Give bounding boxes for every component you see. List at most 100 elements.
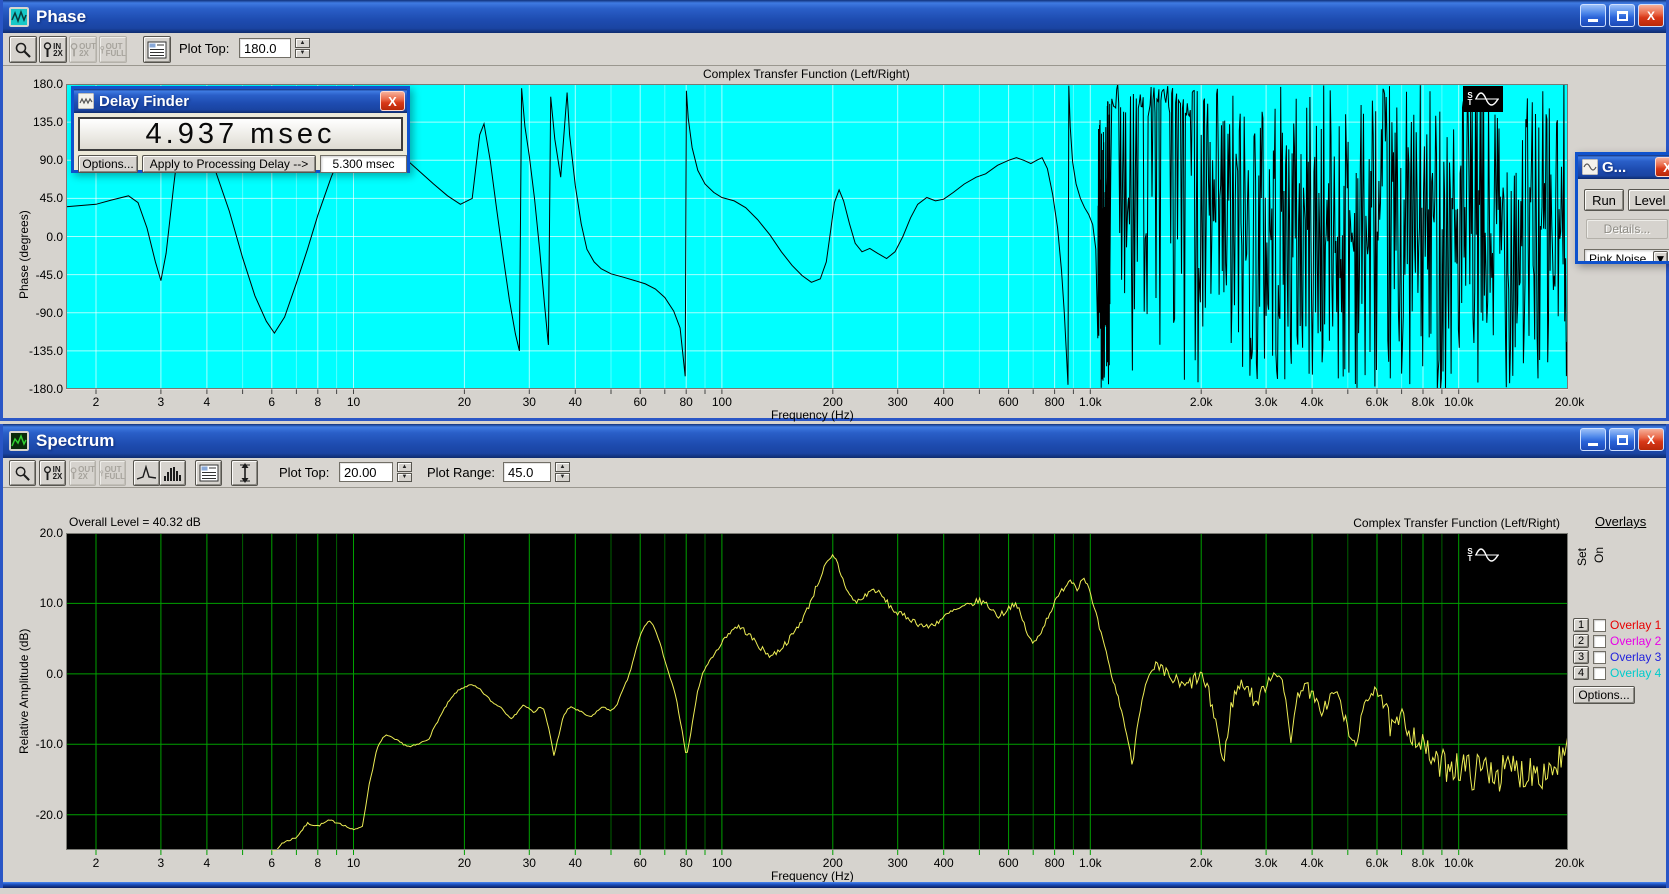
overlay-4-set-button[interactable]: 4 xyxy=(1573,666,1589,680)
zoom-in-2x-button[interactable]: IN 2X xyxy=(39,36,67,63)
close-button[interactable]: X xyxy=(1638,428,1664,451)
settings-panel-icon xyxy=(147,41,167,58)
generator-run-button[interactable]: Run xyxy=(1584,189,1624,211)
x-tick-label: 600 xyxy=(998,395,1019,409)
display-options-button[interactable] xyxy=(143,36,171,63)
overlay-1-set-button[interactable]: 1 xyxy=(1573,618,1589,632)
generator-level-button[interactable]: Level xyxy=(1628,189,1669,211)
y-tick-label: -90.0 xyxy=(35,305,63,320)
y-tick-label: -45.0 xyxy=(35,267,63,282)
x-tick-label: 1.0k xyxy=(1078,395,1102,409)
overlay-3-set-button[interactable]: 3 xyxy=(1573,650,1589,664)
zoom-button[interactable] xyxy=(9,460,36,486)
processing-delay-input[interactable]: 5.300 msec xyxy=(320,155,407,173)
plot-top-label: Plot Top: xyxy=(179,41,230,56)
dropdown-arrow-icon[interactable]: ▼ xyxy=(1653,251,1668,261)
x-tick-label: 600 xyxy=(998,856,1019,870)
plot-top-input[interactable]: 20.00 xyxy=(339,462,393,482)
x-tick-label: 200 xyxy=(822,856,843,870)
overlays-options-button[interactable]: Options... xyxy=(1573,686,1635,704)
x-tick-label: 100 xyxy=(711,856,732,870)
plot-range-input[interactable]: 45.0 xyxy=(503,462,551,482)
close-button[interactable]: X xyxy=(1638,4,1664,27)
x-tick-label: 30 xyxy=(522,856,536,870)
window-bottom-edge xyxy=(3,882,1666,888)
magnifier-icon xyxy=(43,465,51,480)
x-tick-label: 40 xyxy=(568,395,582,409)
delay-finder-dialog: Delay Finder X 4.937 msec Options... App… xyxy=(71,86,410,173)
x-axis-label: Frequency (Hz) xyxy=(771,408,854,422)
spectrum-window-icon xyxy=(9,431,29,451)
plot-top-spinner[interactable]: ▲ ▼ xyxy=(295,38,310,58)
overlays-heading: Overlays xyxy=(1595,514,1647,529)
phase-window-icon xyxy=(9,6,29,27)
amplitude-range-button[interactable] xyxy=(231,460,258,486)
phase-plot-canvas[interactable] xyxy=(66,84,1568,395)
x-axis-label: Frequency (Hz) xyxy=(771,869,854,883)
minimize-button[interactable] xyxy=(1580,4,1606,27)
y-tick-label: -135.0 xyxy=(28,343,63,358)
x-tick-label: 3.0k xyxy=(1254,395,1278,409)
phase-toolbar: IN 2X OUT 2X OUT FULL Plot Top: 180.0 ▲ ▼ xyxy=(3,33,1666,66)
rta-bars-button[interactable] xyxy=(159,460,186,486)
maximize-button[interactable] xyxy=(1609,4,1635,27)
spectrum-titlebar[interactable]: Spectrum X xyxy=(3,424,1666,458)
generator-close-icon[interactable]: X xyxy=(1655,157,1669,177)
x-tick-label: 4 xyxy=(203,395,211,409)
spectrum-mode-button[interactable] xyxy=(133,460,160,486)
x-tick-label: 10 xyxy=(346,856,361,870)
minimize-button[interactable] xyxy=(1580,428,1606,451)
phase-titlebar[interactable]: Phase X xyxy=(3,0,1666,33)
maximize-button[interactable] xyxy=(1609,428,1635,451)
display-options-button[interactable] xyxy=(195,460,222,486)
y-tick-label: -10.0 xyxy=(35,737,63,752)
zoom-in-2x-button[interactable]: IN 2X xyxy=(39,460,66,486)
overlay-3-on-checkbox[interactable] xyxy=(1593,650,1606,664)
magnifier-icon xyxy=(15,42,31,58)
spin-up-icon[interactable]: ▲ xyxy=(295,38,310,48)
spin-up-icon[interactable]: ▲ xyxy=(397,462,412,472)
overlay-2-set-button[interactable]: 2 xyxy=(1573,634,1589,648)
spin-up-icon[interactable]: ▲ xyxy=(555,462,570,472)
plot-top-spinner[interactable]: ▲ ▼ xyxy=(397,462,412,482)
generator-titlebar[interactable]: G... X xyxy=(1578,155,1669,179)
plot-top-input[interactable]: 180.0 xyxy=(239,38,291,58)
overlay-4-on-checkbox[interactable] xyxy=(1593,666,1606,680)
y-tick-label: -20.0 xyxy=(35,807,63,822)
zoom-button[interactable] xyxy=(9,36,37,63)
spin-down-icon[interactable]: ▼ xyxy=(555,472,570,482)
spectrum-window: Spectrum X IN 2X OUT 2X OUT FULL xyxy=(0,424,1669,888)
y-tick-label: 45.0 xyxy=(39,191,63,206)
magnifier-icon xyxy=(100,45,105,54)
generator-signal-select[interactable]: Pink Noise ▼ xyxy=(1584,249,1669,261)
apply-to-processing-delay-button[interactable]: Apply to Processing Delay --> xyxy=(142,155,316,173)
spin-down-icon[interactable]: ▼ xyxy=(397,472,412,482)
spin-down-icon[interactable]: ▼ xyxy=(295,48,310,58)
bar-graph-icon xyxy=(163,467,181,481)
delay-options-button[interactable]: Options... xyxy=(78,155,138,173)
magnifier-icon xyxy=(43,41,52,57)
overlays-set-label: Set xyxy=(1575,547,1590,567)
x-tick-label: 80 xyxy=(679,856,693,870)
x-tick-label: 2.0k xyxy=(1189,395,1213,409)
x-tick-label: 800 xyxy=(1044,856,1065,870)
x-tick-label: 4 xyxy=(203,856,211,870)
x-tick-label: 10 xyxy=(346,395,361,409)
settings-panel-icon xyxy=(199,464,218,482)
x-tick-label: 8 xyxy=(314,856,322,870)
x-tick-label: 3 xyxy=(157,856,165,870)
plot-range-spinner[interactable]: ▲ ▼ xyxy=(555,462,570,482)
spectrum-plot-canvas[interactable] xyxy=(66,533,1568,856)
x-tick-label: 60 xyxy=(633,395,647,409)
overlay-1-on-checkbox[interactable] xyxy=(1593,618,1606,632)
delay-finder-close-icon[interactable]: X xyxy=(380,91,405,111)
sine-wave-icon xyxy=(1474,92,1499,106)
generator-details-button: Details... xyxy=(1586,219,1668,239)
spectrum-plot-title: Complex Transfer Function (Left/Right) xyxy=(1353,516,1560,530)
x-tick-label: 10.0k xyxy=(1444,395,1474,409)
overlay-2-on-checkbox[interactable] xyxy=(1593,634,1606,648)
delay-finder-titlebar[interactable]: Delay Finder X xyxy=(74,89,407,113)
